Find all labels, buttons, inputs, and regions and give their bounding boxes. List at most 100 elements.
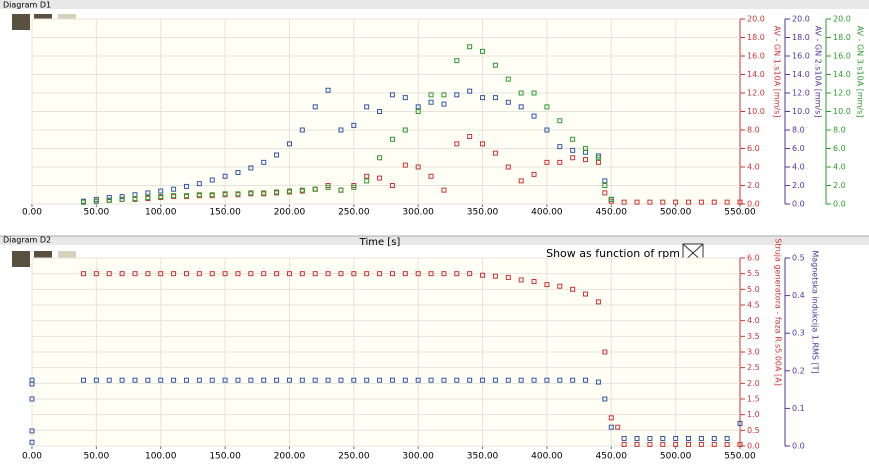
y-tick-label: 16.0 bbox=[747, 52, 765, 61]
y-tick-label: 12.0 bbox=[747, 89, 765, 98]
y-tick-label: 2.5 bbox=[747, 363, 760, 372]
data-point bbox=[119, 377, 125, 383]
data-point bbox=[544, 104, 550, 110]
data-point bbox=[93, 198, 99, 204]
x-tick-label: 150.00 bbox=[209, 452, 241, 462]
y-tick-label: 8.0 bbox=[792, 126, 805, 135]
data-point bbox=[531, 113, 537, 119]
x-tick-label: 300.00 bbox=[402, 208, 434, 218]
data-point bbox=[557, 144, 563, 150]
data-point bbox=[544, 282, 550, 288]
data-point bbox=[441, 377, 447, 383]
data-point bbox=[364, 271, 370, 277]
data-point bbox=[286, 141, 292, 147]
data-point bbox=[737, 420, 743, 426]
y-axis-label: Magnetska indukcija 1.RMS [T] bbox=[811, 250, 820, 373]
data-point bbox=[402, 271, 408, 277]
data-point bbox=[29, 428, 35, 434]
data-point bbox=[415, 164, 421, 170]
y-tick-label: 6.0 bbox=[792, 144, 805, 153]
data-point bbox=[158, 271, 164, 277]
checkbox-label: Show as function of rpm bbox=[546, 247, 680, 260]
data-point bbox=[467, 271, 473, 277]
data-point bbox=[480, 377, 486, 383]
data-point bbox=[29, 381, 35, 387]
data-point bbox=[454, 271, 460, 277]
data-point bbox=[158, 194, 164, 200]
x-tick-label: 450.00 bbox=[596, 452, 628, 462]
x-tick-label: 500.00 bbox=[660, 208, 692, 218]
data-point bbox=[660, 199, 666, 205]
y-tick-label: 0.0 bbox=[792, 200, 805, 209]
data-point bbox=[312, 104, 318, 110]
y-tick-label: 3.5 bbox=[747, 332, 760, 341]
data-point bbox=[415, 271, 421, 277]
data-point bbox=[325, 87, 331, 93]
data-point bbox=[583, 146, 589, 151]
data-point bbox=[248, 271, 254, 277]
data-point bbox=[454, 92, 460, 98]
data-point bbox=[492, 95, 498, 101]
data-point bbox=[261, 377, 267, 383]
data-point bbox=[351, 271, 357, 277]
data-point bbox=[698, 435, 704, 441]
data-point bbox=[711, 435, 717, 441]
data-point bbox=[171, 193, 177, 199]
x-tick-label: 200.00 bbox=[274, 452, 306, 462]
data-point bbox=[480, 141, 486, 147]
y-tick-label: 10.0 bbox=[833, 107, 851, 116]
data-point bbox=[441, 187, 447, 193]
data-point bbox=[724, 199, 730, 205]
data-point bbox=[222, 191, 228, 197]
data-point bbox=[698, 441, 704, 447]
tool-button[interactable] bbox=[12, 251, 30, 267]
data-point bbox=[299, 271, 305, 277]
y-tick-label: 2.0 bbox=[747, 379, 760, 388]
data-point bbox=[544, 377, 550, 383]
data-point bbox=[531, 171, 537, 177]
data-point bbox=[106, 377, 112, 383]
data-point bbox=[480, 48, 486, 54]
data-point bbox=[209, 177, 215, 183]
data-point bbox=[634, 435, 640, 441]
data-point bbox=[338, 127, 344, 133]
data-point bbox=[364, 178, 370, 184]
data-point bbox=[389, 92, 395, 98]
y-tick-label: 0.0 bbox=[747, 200, 760, 209]
data-point bbox=[286, 377, 292, 383]
data-point bbox=[106, 271, 112, 277]
data-point bbox=[441, 101, 447, 107]
data-point bbox=[402, 127, 408, 133]
data-point bbox=[428, 92, 434, 98]
data-point bbox=[673, 435, 679, 441]
x-tick-label: 150.00 bbox=[209, 208, 241, 218]
tool-button[interactable] bbox=[12, 14, 30, 30]
data-point bbox=[312, 271, 318, 277]
y-tick-label: 18.0 bbox=[792, 33, 810, 42]
data-point bbox=[724, 435, 730, 441]
data-point bbox=[518, 277, 524, 283]
data-point bbox=[480, 272, 486, 278]
data-point bbox=[312, 377, 318, 383]
data-point bbox=[634, 199, 640, 205]
data-point bbox=[183, 271, 189, 277]
data-point bbox=[209, 192, 215, 198]
data-point bbox=[602, 183, 608, 188]
data-point bbox=[274, 152, 280, 158]
y-tick-label: 3.0 bbox=[747, 348, 760, 357]
data-point bbox=[338, 187, 344, 193]
data-point bbox=[505, 164, 511, 170]
x-tick-label: 550.00 bbox=[724, 208, 756, 218]
data-point bbox=[415, 377, 421, 383]
x-tick-label: 250.00 bbox=[338, 452, 370, 462]
data-point bbox=[106, 197, 112, 203]
data-point bbox=[492, 150, 498, 156]
x-tick-label: 550.00 bbox=[724, 452, 756, 462]
y-tick-label: 2.0 bbox=[833, 181, 846, 190]
data-point bbox=[132, 271, 138, 277]
data-point bbox=[183, 377, 189, 383]
y-tick-label: 4.0 bbox=[747, 316, 760, 325]
y-tick-label: 0.0 bbox=[792, 442, 805, 451]
